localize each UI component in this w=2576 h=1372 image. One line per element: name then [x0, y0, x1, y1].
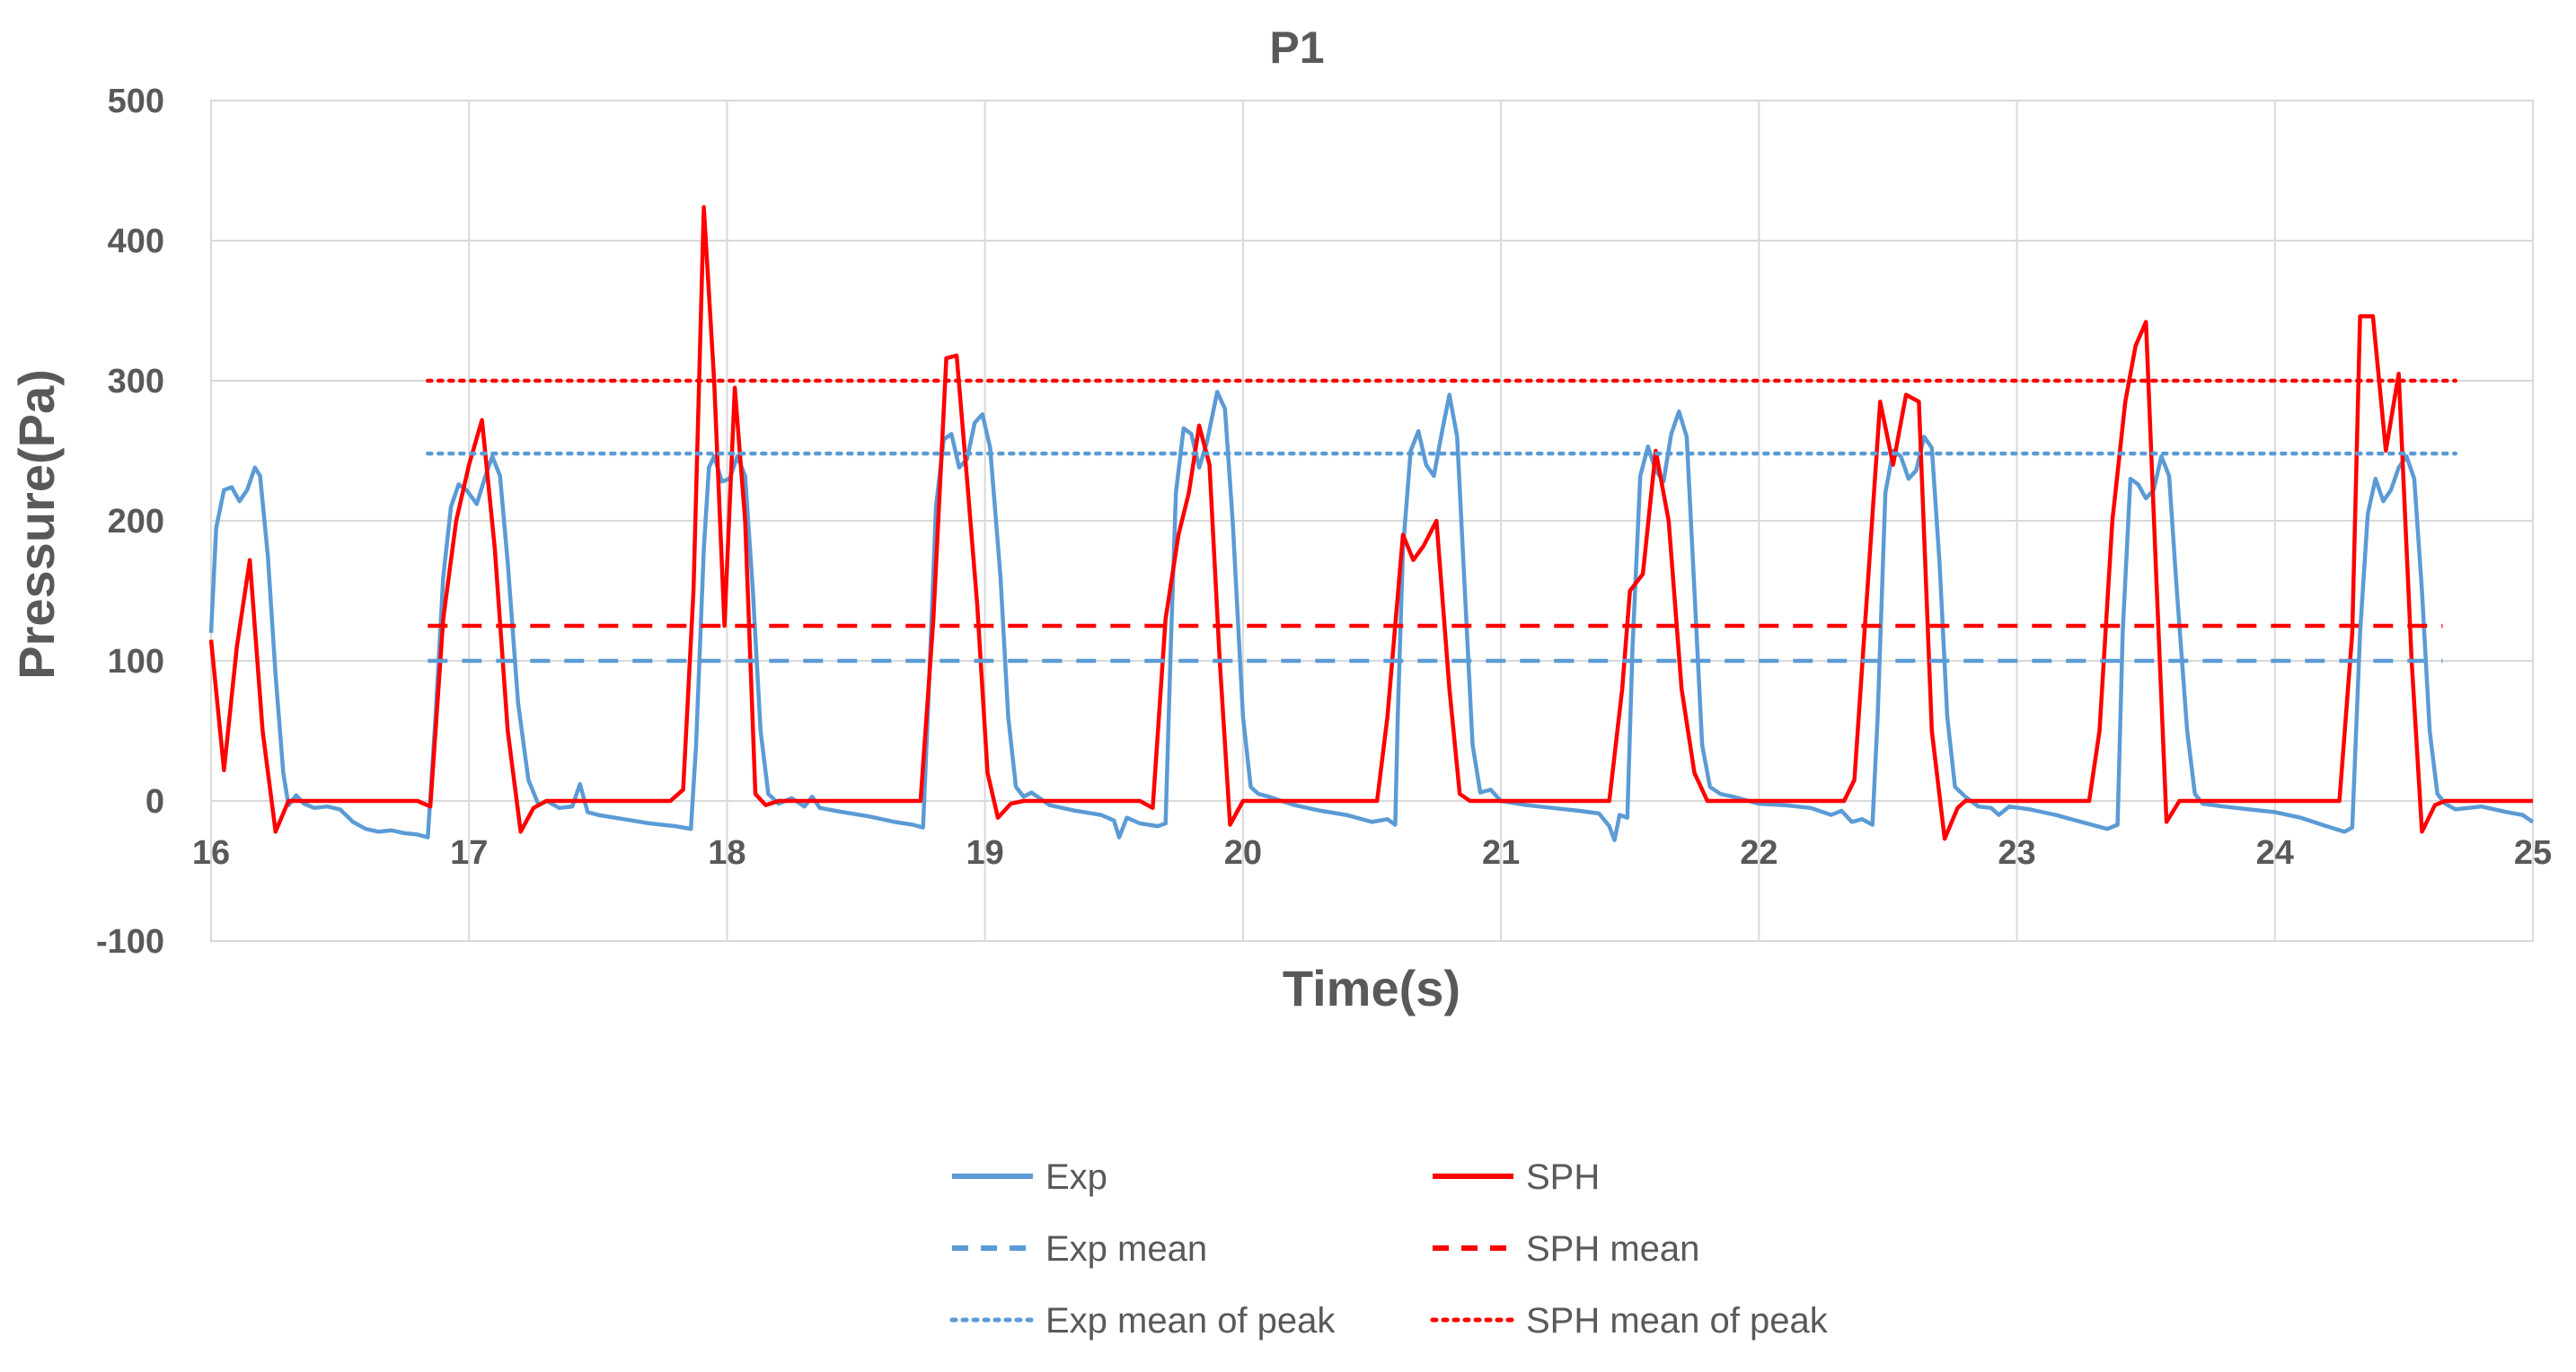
legend-label: SPH mean — [1526, 1229, 1699, 1269]
x-tick-label: 24 — [2256, 834, 2294, 872]
legend-item-exp-mean: Exp mean — [952, 1229, 1207, 1269]
x-tick-labels: 16 17 18 19 20 21 22 23 24 25 — [192, 834, 2552, 872]
y-tick-label: 500 — [108, 83, 164, 120]
legend-item-sph-mean-of-peak: SPH mean of peak — [1430, 1301, 1829, 1341]
y-tick-label: 200 — [108, 503, 164, 541]
legend-label: Exp mean — [1045, 1229, 1207, 1269]
x-tick-label: 16 — [192, 834, 230, 872]
series-sph-line — [208, 205, 2533, 841]
chart-title: P1 — [1269, 22, 1324, 73]
y-tick-label: -100 — [96, 923, 164, 961]
x-tick-label: 25 — [2514, 834, 2552, 872]
x-tick-label: 20 — [1224, 834, 1262, 872]
legend-item-sph-mean: SPH mean — [1433, 1229, 1699, 1269]
x-axis-title: Time(s) — [1283, 960, 1460, 1016]
gridlines — [210, 100, 2534, 942]
legend-item-exp: Exp — [952, 1157, 1107, 1197]
series-exp-line — [208, 390, 2535, 842]
x-tick-label: 17 — [450, 834, 488, 872]
plot-axes — [210, 100, 2534, 942]
y-tick-label: 400 — [108, 223, 164, 260]
legend-item-sph: SPH — [1433, 1157, 1600, 1197]
legend-label: SPH mean of peak — [1526, 1301, 1829, 1341]
y-tick-label: 100 — [108, 643, 164, 681]
x-tick-label: 19 — [966, 834, 1004, 872]
plot-area-border — [210, 100, 2534, 942]
y-tick-labels: -100 0 100 200 300 400 500 — [96, 83, 164, 961]
legend-item-exp-mean-of-peak: Exp mean of peak — [949, 1301, 1336, 1341]
y-axis-title: Pressure(Pa) — [8, 369, 65, 680]
legend-label: Exp — [1045, 1157, 1107, 1197]
y-tick-label: 0 — [146, 783, 164, 821]
x-tick-label: 21 — [1482, 834, 1520, 872]
legend: Exp SPH Exp mean SPH mean Exp mean of peak SP… — [949, 1157, 1829, 1341]
y-tick-label: 300 — [108, 363, 164, 400]
x-tick-label: 23 — [1998, 834, 2035, 872]
legend-label: Exp mean of peak — [1045, 1301, 1336, 1341]
series-layer — [208, 205, 2535, 842]
x-tick-label: 18 — [708, 834, 745, 872]
x-tick-label: 22 — [1740, 834, 1778, 872]
legend-label: SPH — [1526, 1157, 1600, 1197]
